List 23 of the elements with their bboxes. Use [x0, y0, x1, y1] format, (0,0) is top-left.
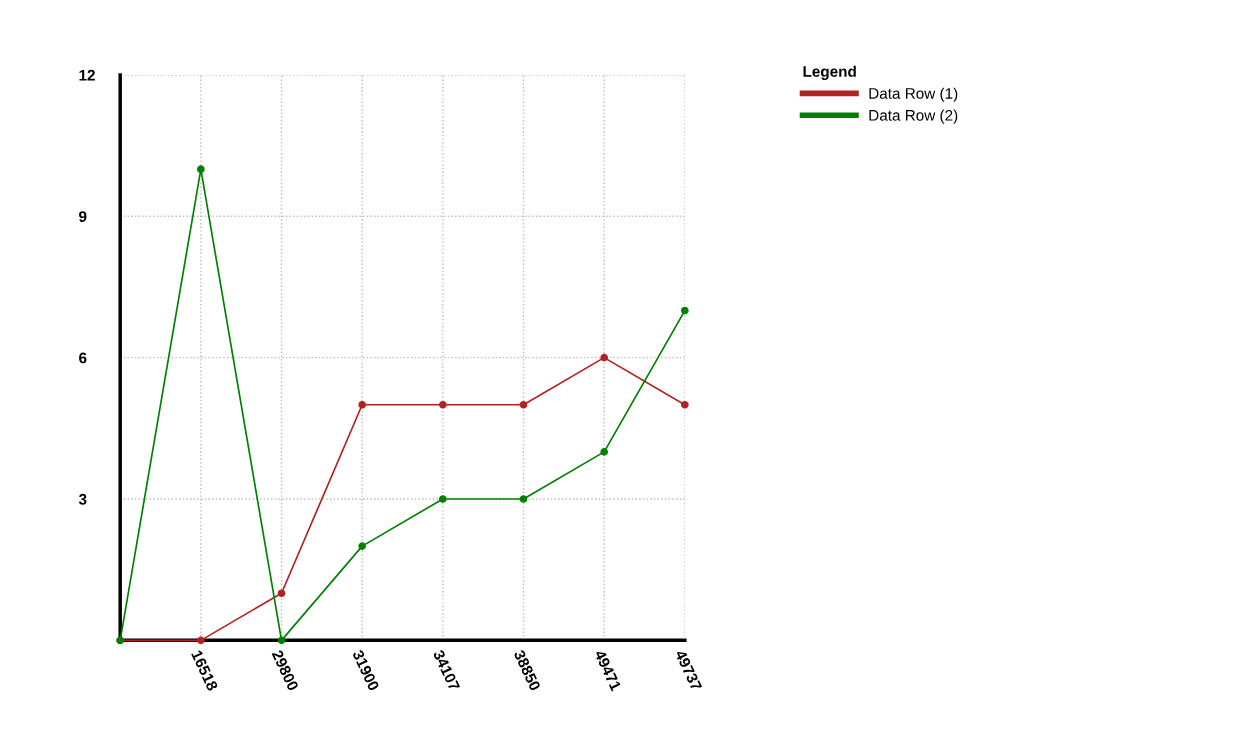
point [197, 165, 205, 173]
point [358, 400, 367, 409]
y-tick-label: 6 [79, 352, 87, 364]
y-tick-label: 9 [79, 211, 87, 222]
point [358, 542, 367, 550]
point [197, 636, 205, 645]
point [277, 636, 286, 645]
point [681, 306, 689, 315]
y-tick-label: 12 [79, 69, 95, 81]
point [600, 448, 608, 456]
point [277, 589, 286, 598]
point [439, 495, 447, 503]
x-tick-label: 49471 [594, 649, 622, 692]
legend-title: Legend [803, 65, 856, 80]
legend-label: Data Row (2) [869, 109, 958, 124]
point [600, 353, 608, 362]
point [519, 400, 528, 409]
y-tick-label: 3 [78, 493, 87, 505]
point [519, 495, 528, 503]
point [681, 400, 689, 409]
legend-label: Data Row (1) [869, 87, 958, 102]
point [439, 400, 447, 409]
x-tick-label: 49737 [674, 649, 703, 692]
